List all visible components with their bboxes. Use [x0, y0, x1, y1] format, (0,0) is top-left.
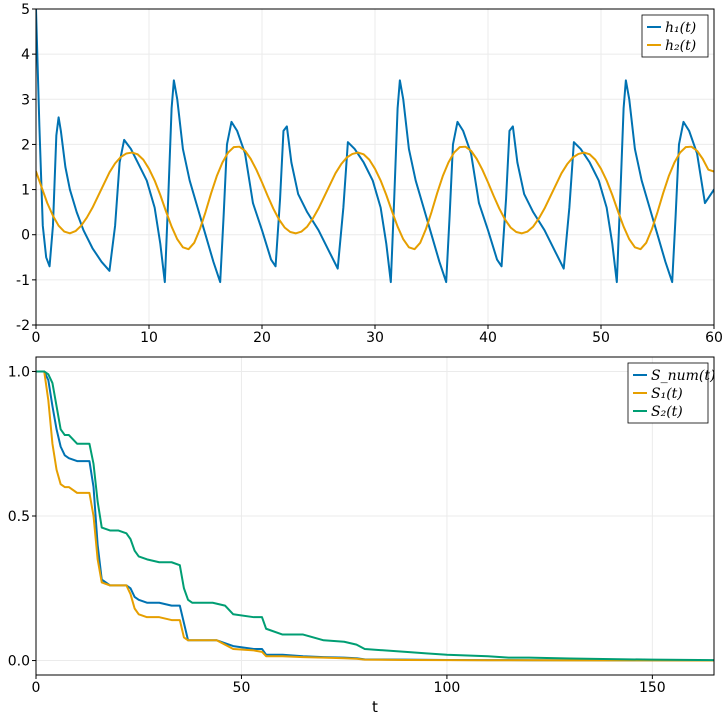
top-legend-box [641, 14, 709, 58]
bottom-series-line-2 [36, 370, 714, 662]
top-y-tick-label: 0 [21, 228, 30, 244]
bottom-x-tick-label: 100 [434, 680, 461, 696]
bottom-x-tick-label: 0 [32, 680, 41, 696]
top-y-tick-label: 4 [21, 47, 30, 63]
top-x-tick-label: 20 [253, 330, 271, 346]
top-series-line-2 [36, 145, 714, 251]
top-x-tick-label: 10 [140, 330, 158, 346]
top-y-tick-label: 2 [21, 137, 30, 153]
top-legend-label-1: h₁(t) [665, 20, 696, 36]
top-x-tick-label: 30 [366, 330, 384, 346]
top-y-tick-label: 5 [21, 2, 30, 18]
bottom-y-tick-label: 0.5 [8, 509, 30, 525]
top-y-tick-label: 1 [21, 183, 30, 199]
top-y-tick-label: 3 [21, 92, 30, 108]
top-x-tick-label: 40 [479, 330, 497, 346]
bottom-series-group [36, 370, 714, 662]
top-y-tick-label: -1 [16, 273, 30, 289]
bottom-x-axis-title: t [372, 698, 378, 715]
top-x-tick-label: 0 [32, 330, 41, 346]
bottom-y-tick-label: 1.0 [8, 364, 30, 380]
bottom-x-tick-label: 50 [233, 680, 251, 696]
top-legend: h₁(t) h₂(t) [641, 14, 709, 58]
top-legend-label-2: h₂(t) [665, 38, 696, 54]
top-series-line-1 [36, 9, 714, 284]
bottom-legend-label-2: S₁(t) [651, 386, 683, 402]
bottom-legend-label-3: S₂(t) [651, 404, 683, 420]
top-x-tick-label: 50 [592, 330, 610, 346]
top-series-group [36, 9, 714, 284]
top-x-tick-label: 60 [705, 330, 722, 346]
bottom-legend: S_num(t) S₁(t) S₂(t) [627, 362, 715, 424]
top-y-tick-label: -2 [16, 318, 30, 334]
top-panel: 0 10 20 30 40 50 60 -2 -1 0 1 2 3 4 5 h₁(t) h₂(t) [16, 2, 722, 346]
bottom-x-tick-label: 150 [639, 680, 666, 696]
bottom-series-line-3 [36, 370, 714, 662]
bottom-y-tick-label: 0.0 [8, 654, 30, 670]
bottom-legend-label-1: S_num(t) [651, 368, 715, 384]
bottom-panel: 0 50 100 150 0.0 0.5 1.0 t S_num(t) S₁(t) S₂(t) [8, 356, 715, 715]
